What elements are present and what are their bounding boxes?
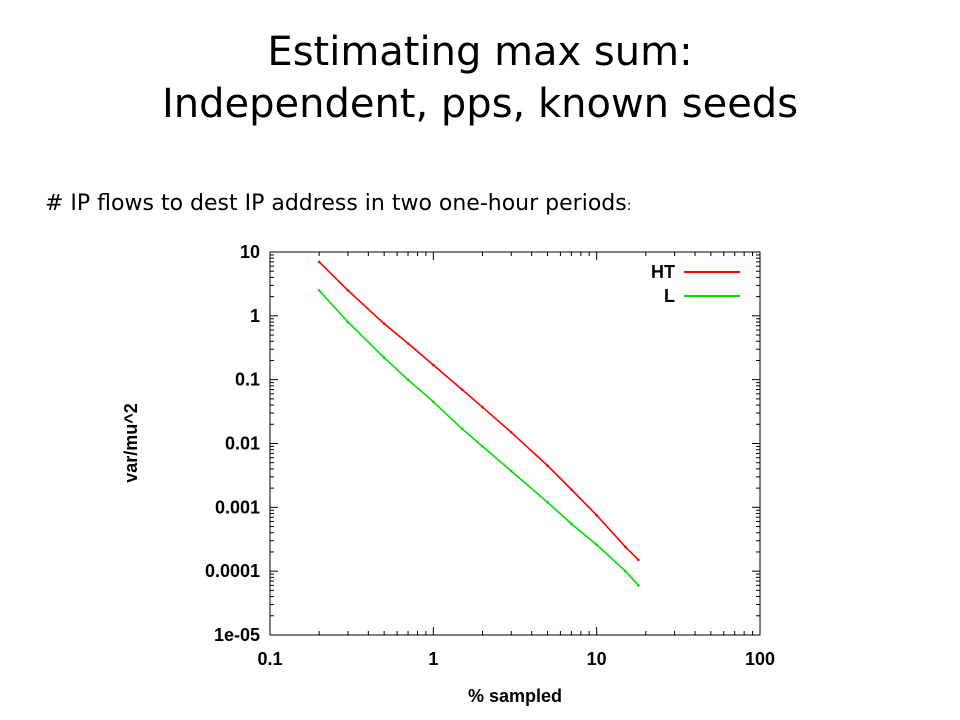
chart-caption: # IP flows to dest IP address in two one…: [45, 191, 631, 216]
y-tick-label: 0.1: [235, 370, 260, 390]
data-point-ht: [624, 545, 627, 549]
data-point-l: [624, 569, 627, 573]
data-point-ht: [432, 363, 435, 367]
legend-label-ht: HT: [651, 262, 675, 282]
slide-title: Estimating max sum: Independent, pps, kn…: [0, 26, 960, 130]
data-point-ht: [570, 488, 573, 491]
series-lines: [317, 260, 640, 587]
data-point-l: [460, 427, 464, 431]
y-tick-label: 0.001: [215, 497, 260, 517]
y-tick-label: 0.01: [225, 434, 260, 454]
data-point-ht: [546, 464, 549, 467]
caption-text: # IP flows to dest IP address in two one…: [45, 191, 627, 216]
chart-panel: 0.1 1 10 100 1e-05 0.0001 0.001 0.01 0.1 1 10 HT L …: [113, 232, 805, 710]
plot-frame: [269, 251, 761, 636]
axis-ticks: 0.1 1 10 100 1e-05 0.0001 0.001 0.01 0.1 1 10: [205, 242, 775, 669]
data-point-ht: [595, 514, 598, 517]
data-point-ht: [509, 430, 513, 434]
y-tick-label: 0.0001: [205, 561, 260, 581]
x-tick-label: 100: [745, 649, 775, 669]
series-line-l: [318, 289, 639, 586]
data-point-l: [509, 469, 513, 473]
data-point-l: [570, 522, 573, 526]
x-tick-label: 10: [587, 649, 607, 669]
data-point-ht: [382, 322, 386, 326]
data-point-ht: [481, 405, 484, 409]
data-point-ht: [317, 260, 321, 264]
series-line-ht: [318, 261, 639, 561]
legend: HT L: [651, 262, 740, 306]
data-point-l: [382, 356, 386, 360]
data-point-l: [317, 289, 321, 292]
data-point-ht: [460, 388, 464, 391]
title-line-2: Independent, pps, known seeds: [161, 81, 799, 127]
data-point-l: [432, 400, 435, 404]
data-point-ht: [346, 289, 350, 292]
caption-colon: :: [626, 198, 632, 214]
title-line-1: Estimating max sum:: [267, 29, 693, 75]
data-point-l: [595, 543, 598, 546]
y-axis-label: var/mu^2: [121, 403, 141, 483]
data-point-ht: [637, 558, 640, 562]
data-point-l: [346, 320, 350, 324]
legend-label-l: L: [664, 286, 675, 306]
y-tick-label: 10: [240, 242, 260, 262]
y-tick-label: 1: [250, 306, 260, 326]
x-tick-label: 0.1: [257, 649, 282, 669]
data-point-l: [406, 378, 410, 381]
x-tick-label: 1: [428, 649, 438, 669]
x-axis-label: % sampled: [468, 686, 562, 706]
data-point-l: [546, 500, 549, 504]
y-tick-label: 1e-05: [214, 625, 260, 645]
data-point-l: [637, 584, 640, 587]
data-point-ht: [406, 342, 410, 345]
data-point-l: [481, 445, 484, 448]
